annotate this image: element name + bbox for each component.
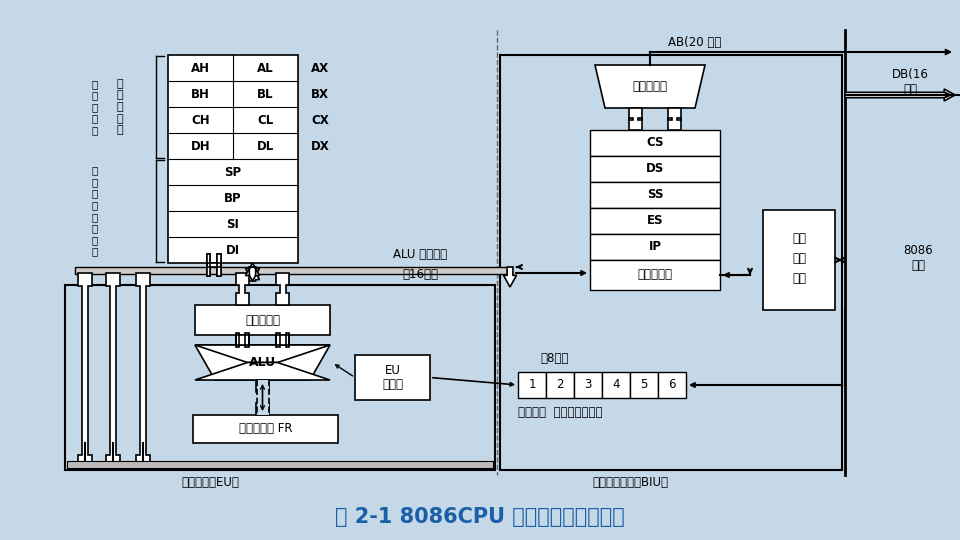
Bar — [630, 372, 658, 398]
Text: 数
据
寄
存
器: 数 据 寄 存 器 — [92, 79, 98, 135]
Text: 5: 5 — [640, 379, 648, 392]
Text: DS: DS — [646, 163, 664, 176]
Polygon shape — [106, 273, 120, 468]
Bar — [355, 355, 430, 400]
Polygon shape — [595, 65, 705, 108]
Text: 内部暂存器: 内部暂存器 — [637, 268, 673, 281]
Bar — [590, 208, 720, 234]
Bar — [75, 267, 510, 274]
Bar — [256, 380, 269, 415]
Polygon shape — [195, 345, 330, 362]
Polygon shape — [236, 333, 249, 347]
Bar — [67, 461, 493, 468]
Text: 控制器: 控制器 — [382, 379, 403, 392]
Text: SP: SP — [225, 165, 242, 179]
Polygon shape — [136, 273, 150, 468]
Text: （16位）: （16位） — [402, 268, 438, 281]
Text: 2: 2 — [556, 379, 564, 392]
Text: DX: DX — [311, 139, 329, 152]
Text: （8位）: （8位） — [540, 352, 569, 365]
Text: 地址加法器: 地址加法器 — [633, 80, 667, 93]
Text: 指
针
和
变
址
寄
存
器: 指 针 和 变 址 寄 存 器 — [92, 165, 98, 256]
Text: 数
据
寄
存
器: 数 据 寄 存 器 — [117, 79, 123, 135]
Polygon shape — [236, 273, 249, 305]
Polygon shape — [276, 273, 289, 305]
Text: BL: BL — [257, 87, 274, 100]
Text: 标志寄存器 FR: 标志寄存器 FR — [239, 422, 292, 435]
Polygon shape — [206, 254, 221, 275]
Text: 控制: 控制 — [792, 252, 806, 265]
Text: 8086
总线: 8086 总线 — [903, 244, 933, 272]
Bar — [195, 305, 330, 335]
Text: SS: SS — [647, 188, 663, 201]
Bar — [590, 156, 720, 182]
Text: CS: CS — [646, 137, 663, 150]
Text: AL: AL — [257, 62, 274, 75]
Polygon shape — [246, 263, 259, 275]
Text: ALU 数据总线: ALU 数据总线 — [393, 248, 447, 261]
Bar — [500, 55, 842, 470]
Bar — [590, 130, 720, 156]
Text: DB(16
位）: DB(16 位） — [892, 68, 928, 96]
Text: 3: 3 — [585, 379, 591, 392]
Polygon shape — [256, 380, 269, 415]
Polygon shape — [195, 345, 330, 380]
Polygon shape — [246, 267, 259, 281]
Text: 总线接口部件（BIU）: 总线接口部件（BIU） — [592, 476, 668, 489]
Polygon shape — [503, 267, 516, 287]
Bar — [546, 372, 574, 398]
Text: 逻辑: 逻辑 — [792, 272, 806, 285]
Bar — [193, 415, 338, 443]
Polygon shape — [629, 108, 642, 130]
Bar — [590, 234, 720, 260]
Bar — [518, 372, 546, 398]
Bar — [590, 182, 720, 208]
Bar — [590, 260, 720, 290]
Bar — [168, 55, 298, 263]
Text: CX: CX — [311, 113, 329, 126]
Text: AH: AH — [191, 62, 210, 75]
Text: 队列总线  指令队列缓冲器: 队列总线 指令队列缓冲器 — [517, 406, 602, 419]
Text: ES: ES — [647, 214, 663, 227]
Bar — [193, 343, 332, 382]
Bar — [574, 372, 602, 398]
Bar — [763, 210, 835, 310]
Text: CL: CL — [257, 113, 274, 126]
Bar — [602, 372, 630, 398]
Text: DL: DL — [257, 139, 275, 152]
Text: AX: AX — [311, 62, 329, 75]
Text: BX: BX — [311, 87, 329, 100]
Text: EU: EU — [385, 363, 400, 376]
Text: 1: 1 — [528, 379, 536, 392]
Polygon shape — [78, 273, 92, 468]
Text: 执行部件（EU）: 执行部件（EU） — [181, 476, 239, 489]
Text: BP: BP — [225, 192, 242, 205]
Text: CH: CH — [191, 113, 210, 126]
Text: BH: BH — [191, 87, 210, 100]
Polygon shape — [246, 267, 259, 281]
Text: IP: IP — [649, 240, 661, 253]
Polygon shape — [195, 362, 330, 380]
Text: 图 2-1 8086CPU 的内部功能结构框图: 图 2-1 8086CPU 的内部功能结构框图 — [335, 507, 625, 527]
Polygon shape — [276, 333, 289, 347]
Text: AB(20 位）: AB(20 位） — [668, 36, 722, 49]
Text: ALU: ALU — [249, 356, 276, 369]
Bar — [658, 372, 686, 398]
Text: DI: DI — [226, 244, 240, 256]
Polygon shape — [668, 108, 681, 130]
Text: 4: 4 — [612, 379, 620, 392]
Bar — [65, 285, 495, 470]
Text: 总线: 总线 — [792, 232, 806, 245]
Text: 6: 6 — [668, 379, 676, 392]
Text: SI: SI — [227, 218, 239, 231]
Polygon shape — [206, 254, 221, 275]
Polygon shape — [845, 89, 955, 101]
Text: DH: DH — [191, 139, 210, 152]
Text: 暂存寄存器: 暂存寄存器 — [245, 314, 280, 327]
